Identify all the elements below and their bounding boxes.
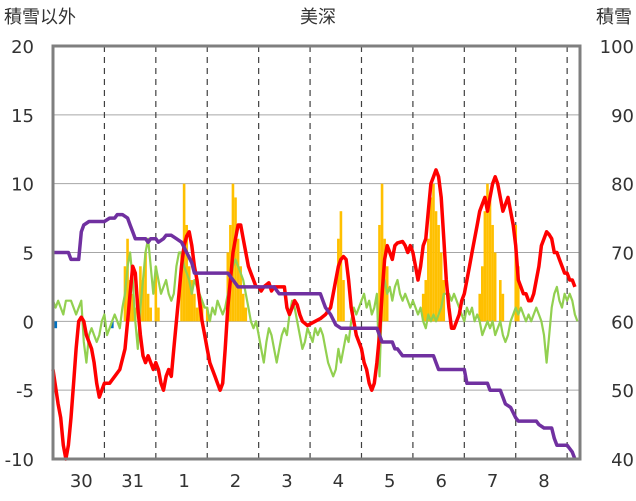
left-tick-label: -10 xyxy=(5,450,34,471)
precipitation-bar xyxy=(442,280,446,322)
precipitation-bar xyxy=(144,252,147,322)
precipitation-bar xyxy=(481,266,484,322)
grid-lines xyxy=(53,46,580,459)
right-tick-label: 60 xyxy=(611,312,634,333)
precipitation-bar xyxy=(429,197,433,322)
precipitation-bar xyxy=(244,307,248,322)
x-day-label: 3 xyxy=(281,471,292,492)
precipitation-bar xyxy=(190,280,194,322)
precipitation-bar xyxy=(146,293,150,322)
precipitation-bar xyxy=(149,307,152,322)
right-tick-label: 40 xyxy=(611,450,634,471)
precipitation-bar xyxy=(187,266,191,322)
left-tick-label: 20 xyxy=(11,37,34,58)
x-day-label: 5 xyxy=(384,471,395,492)
precipitation-bar xyxy=(180,252,183,322)
precipitation-bar xyxy=(193,293,196,322)
snow_depth-line xyxy=(53,212,577,460)
precipitation-bar xyxy=(141,280,145,322)
precipitation-bar xyxy=(342,280,345,322)
left-tick-label: 0 xyxy=(23,312,34,333)
precipitation-bar xyxy=(491,224,494,322)
precipitation-bar xyxy=(239,266,242,322)
x-day-label: 4 xyxy=(333,471,344,492)
precipitation-bar xyxy=(478,293,482,322)
right-tick-label: 50 xyxy=(611,381,634,402)
left-tick-label: -5 xyxy=(16,381,34,402)
precipitation-bar xyxy=(483,211,487,322)
marker-bar xyxy=(110,321,114,329)
precipitation-bar xyxy=(439,252,443,322)
precipitation-bar xyxy=(434,211,438,322)
precipitation-bar xyxy=(493,252,497,322)
precipitation-bar xyxy=(378,224,381,322)
precipitation-bar xyxy=(337,238,340,322)
series-lines xyxy=(51,168,579,461)
x-day-label: 6 xyxy=(435,471,446,492)
right-tick-label: 90 xyxy=(611,106,634,127)
right-tick-label: 80 xyxy=(611,175,634,196)
precipitation-bar xyxy=(488,197,492,322)
precipitation-bar xyxy=(131,293,134,322)
precipitation-bar xyxy=(236,238,240,322)
tick-labels: -10 -5 0 5 10 15 20 40 50 60 70 80 90 100 30 31 1 2 3 4 5 6 7 8 xyxy=(5,37,634,492)
precipitation-bar xyxy=(205,307,209,322)
right-tick-label: 70 xyxy=(611,244,634,265)
precipitation-bar xyxy=(514,224,518,322)
plot-frame xyxy=(51,44,582,461)
marker-bar xyxy=(54,321,58,329)
x-day-label: 7 xyxy=(487,471,498,492)
precipitation-bar xyxy=(424,280,428,322)
precipitation-bar xyxy=(139,266,142,322)
x-day-label: 8 xyxy=(538,471,549,492)
precipitation-bar xyxy=(339,211,343,322)
right-tick-label: 100 xyxy=(600,37,634,58)
precipitation-bar xyxy=(427,238,430,322)
precipitation-bar xyxy=(195,307,199,322)
precipitation-bar xyxy=(499,280,502,322)
precipitation-bar xyxy=(501,293,505,322)
precipitation-bar xyxy=(486,183,489,322)
precipitation-bar xyxy=(157,307,160,322)
right-axis-label: 積雪 xyxy=(596,7,632,28)
precipitation-bar xyxy=(241,293,245,322)
precipitation-bar xyxy=(380,183,384,322)
x-day-label: 1 xyxy=(178,471,189,492)
wind-line xyxy=(51,237,579,378)
precipitation-bar xyxy=(421,293,425,322)
x-day-label: 31 xyxy=(121,471,144,492)
precipitation-bar xyxy=(432,183,435,322)
chart-title: 美深 xyxy=(300,7,336,28)
precipitation-bar xyxy=(226,252,230,322)
precipitation-bar xyxy=(517,266,520,322)
left-axis-label: 積雪以外 xyxy=(4,7,76,28)
x-day-label: 2 xyxy=(230,471,241,492)
precipitation-bar xyxy=(126,238,129,322)
precipitation-bar xyxy=(437,224,440,322)
left-tick-label: 10 xyxy=(11,175,34,196)
precipitation-bar xyxy=(154,266,158,322)
left-tick-label: 5 xyxy=(23,244,34,265)
left-tick-label: 15 xyxy=(11,106,34,127)
x-day-label: 30 xyxy=(70,471,93,492)
